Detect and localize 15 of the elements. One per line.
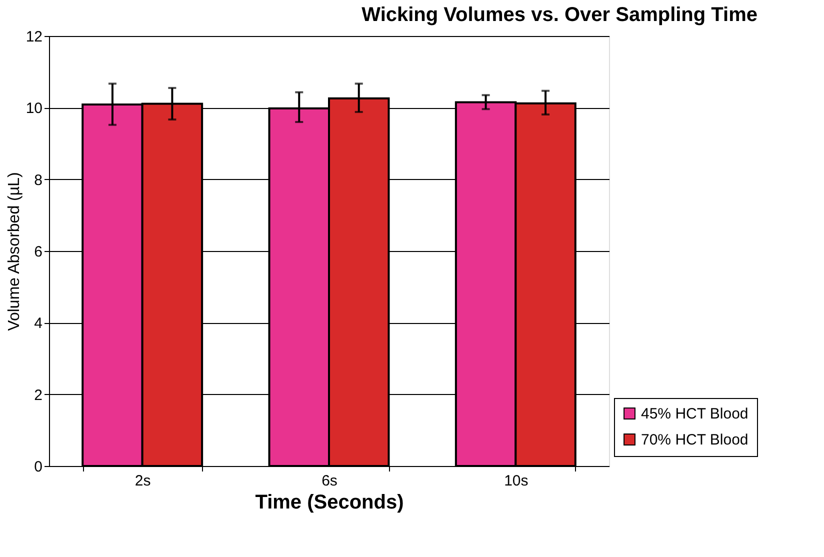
chart-title: Wicking Volumes vs. Over Sampling Time	[362, 4, 758, 26]
x-tick-label: 10s	[504, 472, 528, 490]
y-axis-title: Volume Absorbed (µL)	[6, 172, 23, 331]
y-tick-label: 2	[34, 386, 42, 404]
x-tick-label: 6s	[322, 472, 338, 490]
y-tick-label: 10	[26, 100, 42, 118]
legend-label: 70% HCT Blood	[641, 432, 748, 448]
y-tick-label: 12	[26, 28, 42, 46]
legend-label: 45% HCT Blood	[641, 406, 748, 422]
y-tick-label: 0	[34, 458, 42, 476]
x-tick-label: 2s	[134, 472, 151, 490]
y-tick-label: 4	[34, 315, 42, 332]
x-axis-title: Time (Seconds)	[255, 492, 404, 514]
y-tick-label: 8	[34, 172, 42, 189]
y-tick-label: 6	[34, 244, 42, 260]
